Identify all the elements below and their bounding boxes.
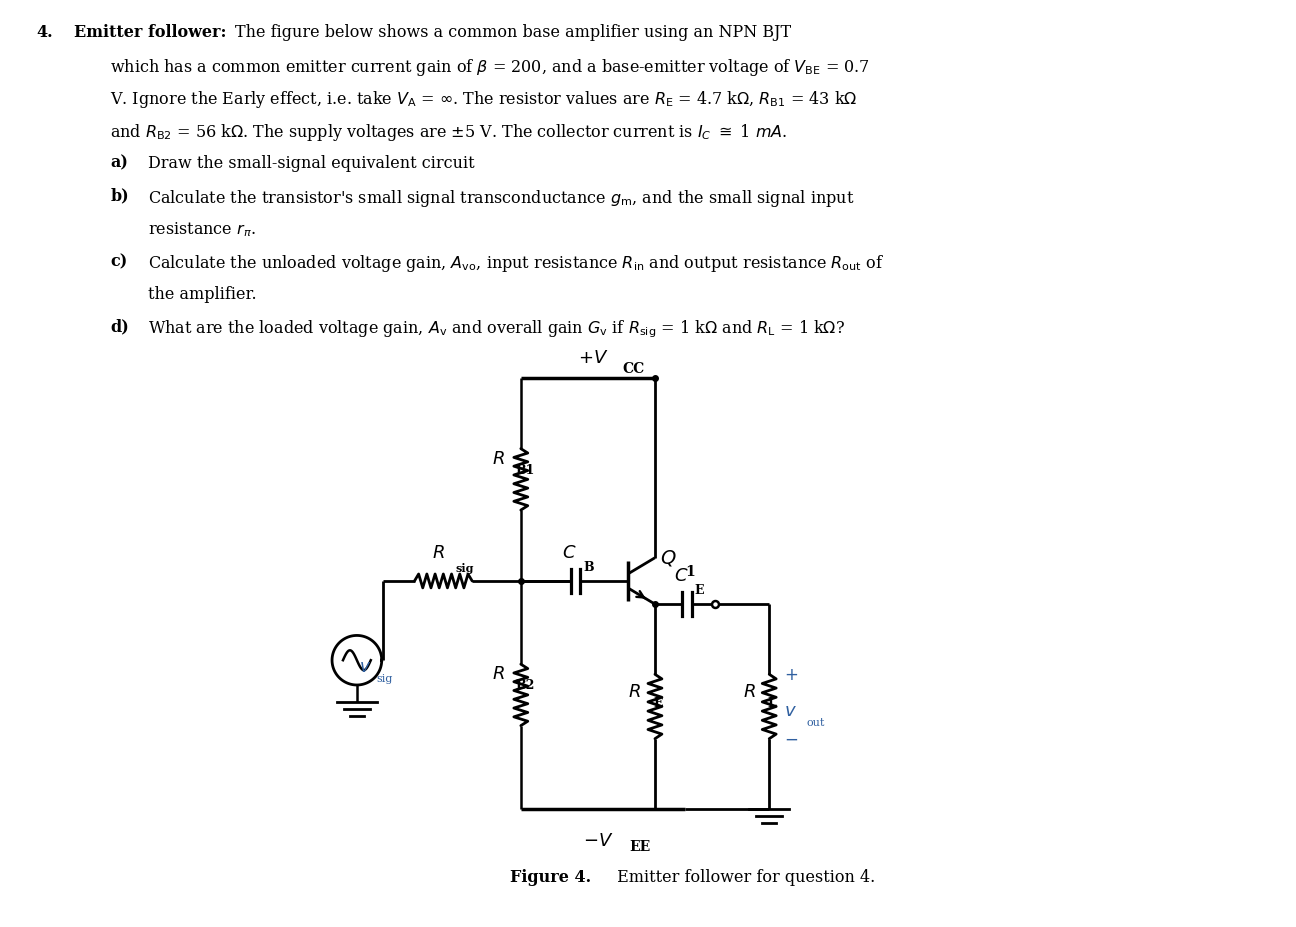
Text: Emitter follower for question 4.: Emitter follower for question 4. [612, 869, 876, 885]
Text: $+$: $+$ [784, 667, 798, 683]
Text: $-$: $-$ [784, 730, 798, 747]
Text: Calculate the transistor's small signal transconductance $g_{\rm m}$, and the sm: Calculate the transistor's small signal … [148, 187, 855, 209]
Text: $R$: $R$ [629, 682, 642, 700]
Text: Figure 4.: Figure 4. [511, 869, 591, 885]
Text: Draw the small-signal equivalent circuit: Draw the small-signal equivalent circuit [148, 155, 474, 171]
Text: $R$: $R$ [492, 449, 505, 467]
Text: $C$: $C$ [674, 566, 688, 585]
Text: out: out [807, 717, 826, 728]
Text: $R$: $R$ [492, 665, 505, 682]
Text: 1: 1 [684, 565, 695, 578]
Text: $R$: $R$ [743, 682, 756, 700]
Text: $C$: $C$ [562, 543, 577, 562]
Text: a): a) [110, 155, 128, 171]
Text: V. Ignore the Early effect, i.e. take $V_{\rm A}$ = $\infty$. The resistor value: V. Ignore the Early effect, i.e. take $V… [110, 89, 858, 110]
Text: $R$: $R$ [432, 543, 445, 562]
Text: The figure below shows a common base amplifier using an NPN BJT: The figure below shows a common base amp… [235, 24, 791, 41]
Text: EE: EE [630, 839, 651, 853]
Text: E: E [695, 584, 704, 597]
Text: d): d) [110, 318, 130, 335]
Text: and $R_{\rm B2}$ = 56 k$\Omega$. The supply voltages are $\pm$5 V. The collector: and $R_{\rm B2}$ = 56 k$\Omega$. The sup… [110, 122, 788, 143]
Text: c): c) [110, 253, 128, 270]
Text: B: B [583, 561, 594, 574]
Text: sig: sig [455, 563, 474, 574]
Text: What are the loaded voltage gain, $A_{\rm v}$ and overall gain $G_{\rm v}$ if $R: What are the loaded voltage gain, $A_{\r… [148, 318, 845, 339]
Text: B1: B1 [516, 464, 535, 476]
Text: E: E [653, 696, 662, 709]
Text: 4.: 4. [36, 24, 53, 41]
Text: CC: CC [622, 362, 645, 375]
Text: which has a common emitter current gain of $\beta$ = 200, and a base-emitter vol: which has a common emitter current gain … [110, 57, 871, 78]
Text: L: L [767, 696, 776, 709]
Text: $v$: $v$ [359, 658, 371, 675]
Text: sig: sig [377, 673, 393, 683]
Text: $Q$: $Q$ [660, 548, 677, 567]
Text: $v$: $v$ [784, 702, 797, 719]
Text: $+V$: $+V$ [578, 349, 608, 366]
Text: B2: B2 [516, 679, 535, 692]
Text: b): b) [110, 187, 130, 204]
Text: resistance $r_{\pi}$.: resistance $r_{\pi}$. [148, 220, 257, 238]
Text: the amplifier.: the amplifier. [148, 286, 257, 302]
Text: Calculate the unloaded voltage gain, $A_{\rm vo}$, input resistance $R_{\rm in}$: Calculate the unloaded voltage gain, $A_… [148, 253, 885, 273]
Text: $-V$: $-V$ [583, 831, 613, 849]
Text: Emitter follower:: Emitter follower: [74, 24, 227, 41]
